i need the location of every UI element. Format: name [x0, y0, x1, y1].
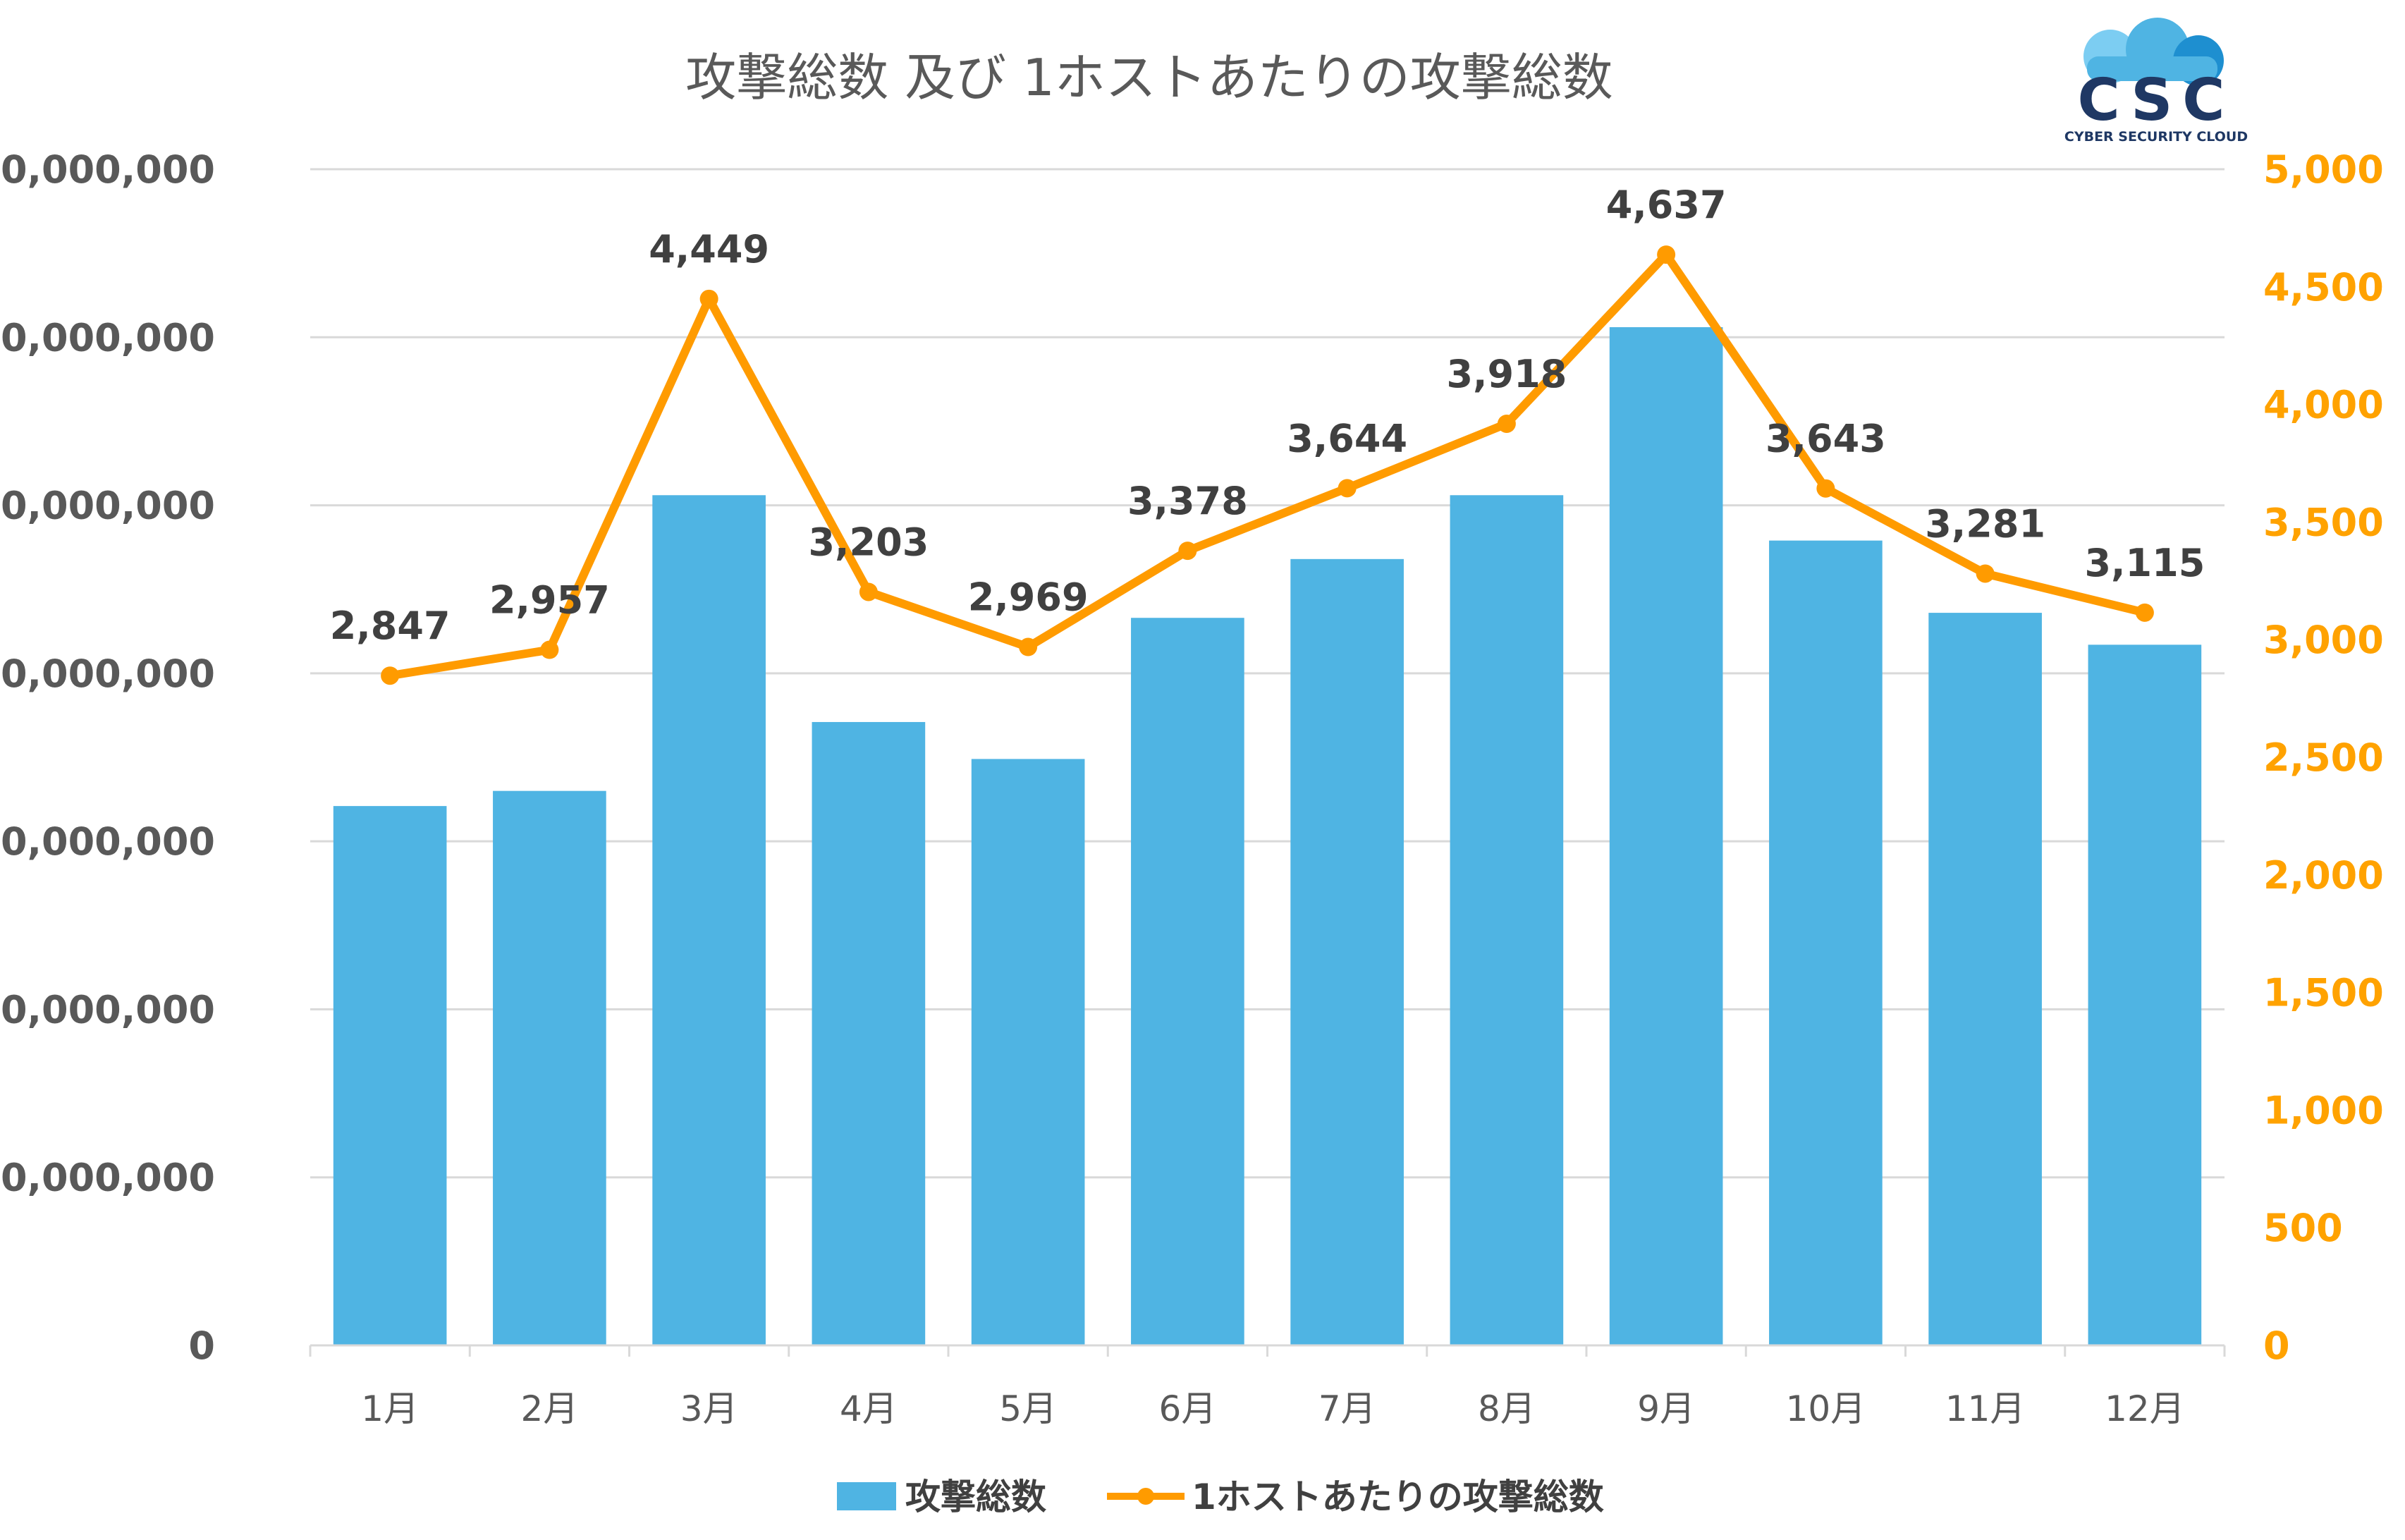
data-label: 4,449	[649, 227, 769, 271]
legend-label-line: 1ホストあたりの攻撃総数	[1192, 1477, 1604, 1517]
bar	[1769, 540, 1883, 1345]
x-tick-label: 12月	[2105, 1388, 2185, 1429]
legend-label-bar: 攻撃総数	[905, 1477, 1046, 1517]
x-tick-label: 5月	[999, 1388, 1057, 1429]
y-left-tick-label: 50,000,000	[0, 484, 215, 528]
data-label: 3,378	[1127, 479, 1248, 523]
y-right-tick-label: 1,500	[2263, 971, 2384, 1015]
line-point	[381, 666, 400, 685]
data-label: 3,918	[1446, 352, 1567, 396]
line-point	[2135, 603, 2154, 622]
line-point	[1019, 637, 1038, 656]
y-left-tick-label: 20,000,000	[0, 987, 215, 1032]
y-right-tick-label: 4,000	[2263, 383, 2384, 427]
data-label: 3,643	[1765, 417, 1886, 461]
x-tick-label: 9月	[1637, 1388, 1695, 1429]
bar	[971, 759, 1085, 1345]
y-right-tick-label: 2,500	[2263, 735, 2384, 780]
y-right-tick-label: 1,000	[2263, 1088, 2384, 1132]
bar	[493, 790, 606, 1345]
logo-brand: CSC	[2078, 67, 2235, 134]
y-left-tick-label: 70,000,000	[0, 147, 215, 192]
data-label: 2,847	[330, 604, 451, 648]
data-label: 3,644	[1287, 416, 1407, 460]
x-tick-label: 4月	[840, 1388, 898, 1429]
y-right-tick-label: 500	[2263, 1206, 2343, 1250]
bar-series	[333, 326, 2202, 1346]
y-right-tick-label: 2,000	[2263, 853, 2384, 898]
x-tick-label: 1月	[361, 1388, 419, 1429]
data-label: 2,957	[489, 578, 610, 623]
bar	[1609, 326, 1723, 1346]
bar	[812, 721, 926, 1345]
line-point	[540, 640, 559, 659]
y-left-tick-label: 30,000,000	[0, 819, 215, 864]
gridlines	[310, 168, 2225, 1179]
data-label: 4,637	[1606, 183, 1727, 227]
legend: 攻撃総数 1ホストあたりの攻撃総数	[837, 1477, 1604, 1517]
series-line	[386, 250, 2149, 680]
bar	[1450, 495, 1564, 1345]
x-tick-label: 11月	[1945, 1388, 2026, 1429]
y-right-tick-label: 5,000	[2263, 147, 2384, 192]
logo: CSC CYBER SECURITY CLOUD	[2064, 18, 2248, 145]
x-tick-label: 6月	[1158, 1388, 1216, 1429]
y-axis-left: 0 10,000,000 20,000,000 30,000,000 40,000,00…	[0, 147, 215, 1368]
x-tick-label: 2月	[520, 1388, 578, 1429]
chart-title: 攻撃総数 及び 1ホストあたりの攻撃総数	[685, 48, 1613, 107]
bar	[1131, 618, 1244, 1345]
y-axis-right: 0 500 1,000 1,500 2,000 2,500 3,000 3,500 4,000 4…	[2263, 147, 2384, 1368]
y-left-tick-label: 10,000,000	[0, 1156, 215, 1200]
data-label: 2,969	[968, 575, 1089, 620]
line-point	[1338, 479, 1357, 498]
line-point	[1976, 564, 1995, 583]
x-tick-label: 10月	[1786, 1388, 1866, 1429]
line-point	[699, 289, 718, 308]
y-right-tick-label: 3,000	[2263, 618, 2384, 662]
line-point	[1497, 414, 1516, 433]
y-right-tick-label: 3,500	[2263, 500, 2384, 544]
bar	[2088, 644, 2202, 1345]
bar	[333, 806, 447, 1345]
data-labels: 2,847 2,957 4,449 3,203 2,969 3,378 3,644 3,918…	[330, 183, 2205, 648]
legend-swatch-marker	[1137, 1488, 1154, 1505]
y-left-tick-label: 40,000,000	[0, 652, 215, 696]
legend-swatch-bar	[837, 1482, 896, 1510]
line-point	[859, 582, 878, 601]
line-point	[1178, 542, 1197, 561]
x-tick-label: 7月	[1318, 1388, 1376, 1429]
line-point	[1657, 245, 1676, 264]
y-left-tick-label: 60,000,000	[0, 315, 215, 360]
data-label: 3,203	[808, 520, 929, 564]
data-label: 3,115	[2084, 541, 2205, 585]
x-tick-label: 3月	[680, 1388, 738, 1429]
y-right-tick-label: 4,500	[2263, 265, 2384, 310]
line-series	[381, 245, 2154, 685]
data-label: 3,281	[1925, 501, 2045, 546]
bar	[652, 495, 766, 1345]
logo-tagline: CYBER SECURITY CLOUD	[2064, 129, 2248, 145]
line-point	[1816, 479, 1835, 498]
bar	[1928, 613, 2042, 1346]
cloud-icon	[2083, 18, 2224, 86]
x-axis: 1月 2月 3月 4月 5月 6月 7月 8月 9月 10月 11月 12月	[309, 1344, 2226, 1429]
y-right-tick-label: 0	[2263, 1324, 2290, 1368]
x-tick-label: 8月	[1478, 1388, 1536, 1429]
y-left-tick-label: 0	[188, 1324, 215, 1368]
bar	[1290, 558, 1404, 1345]
